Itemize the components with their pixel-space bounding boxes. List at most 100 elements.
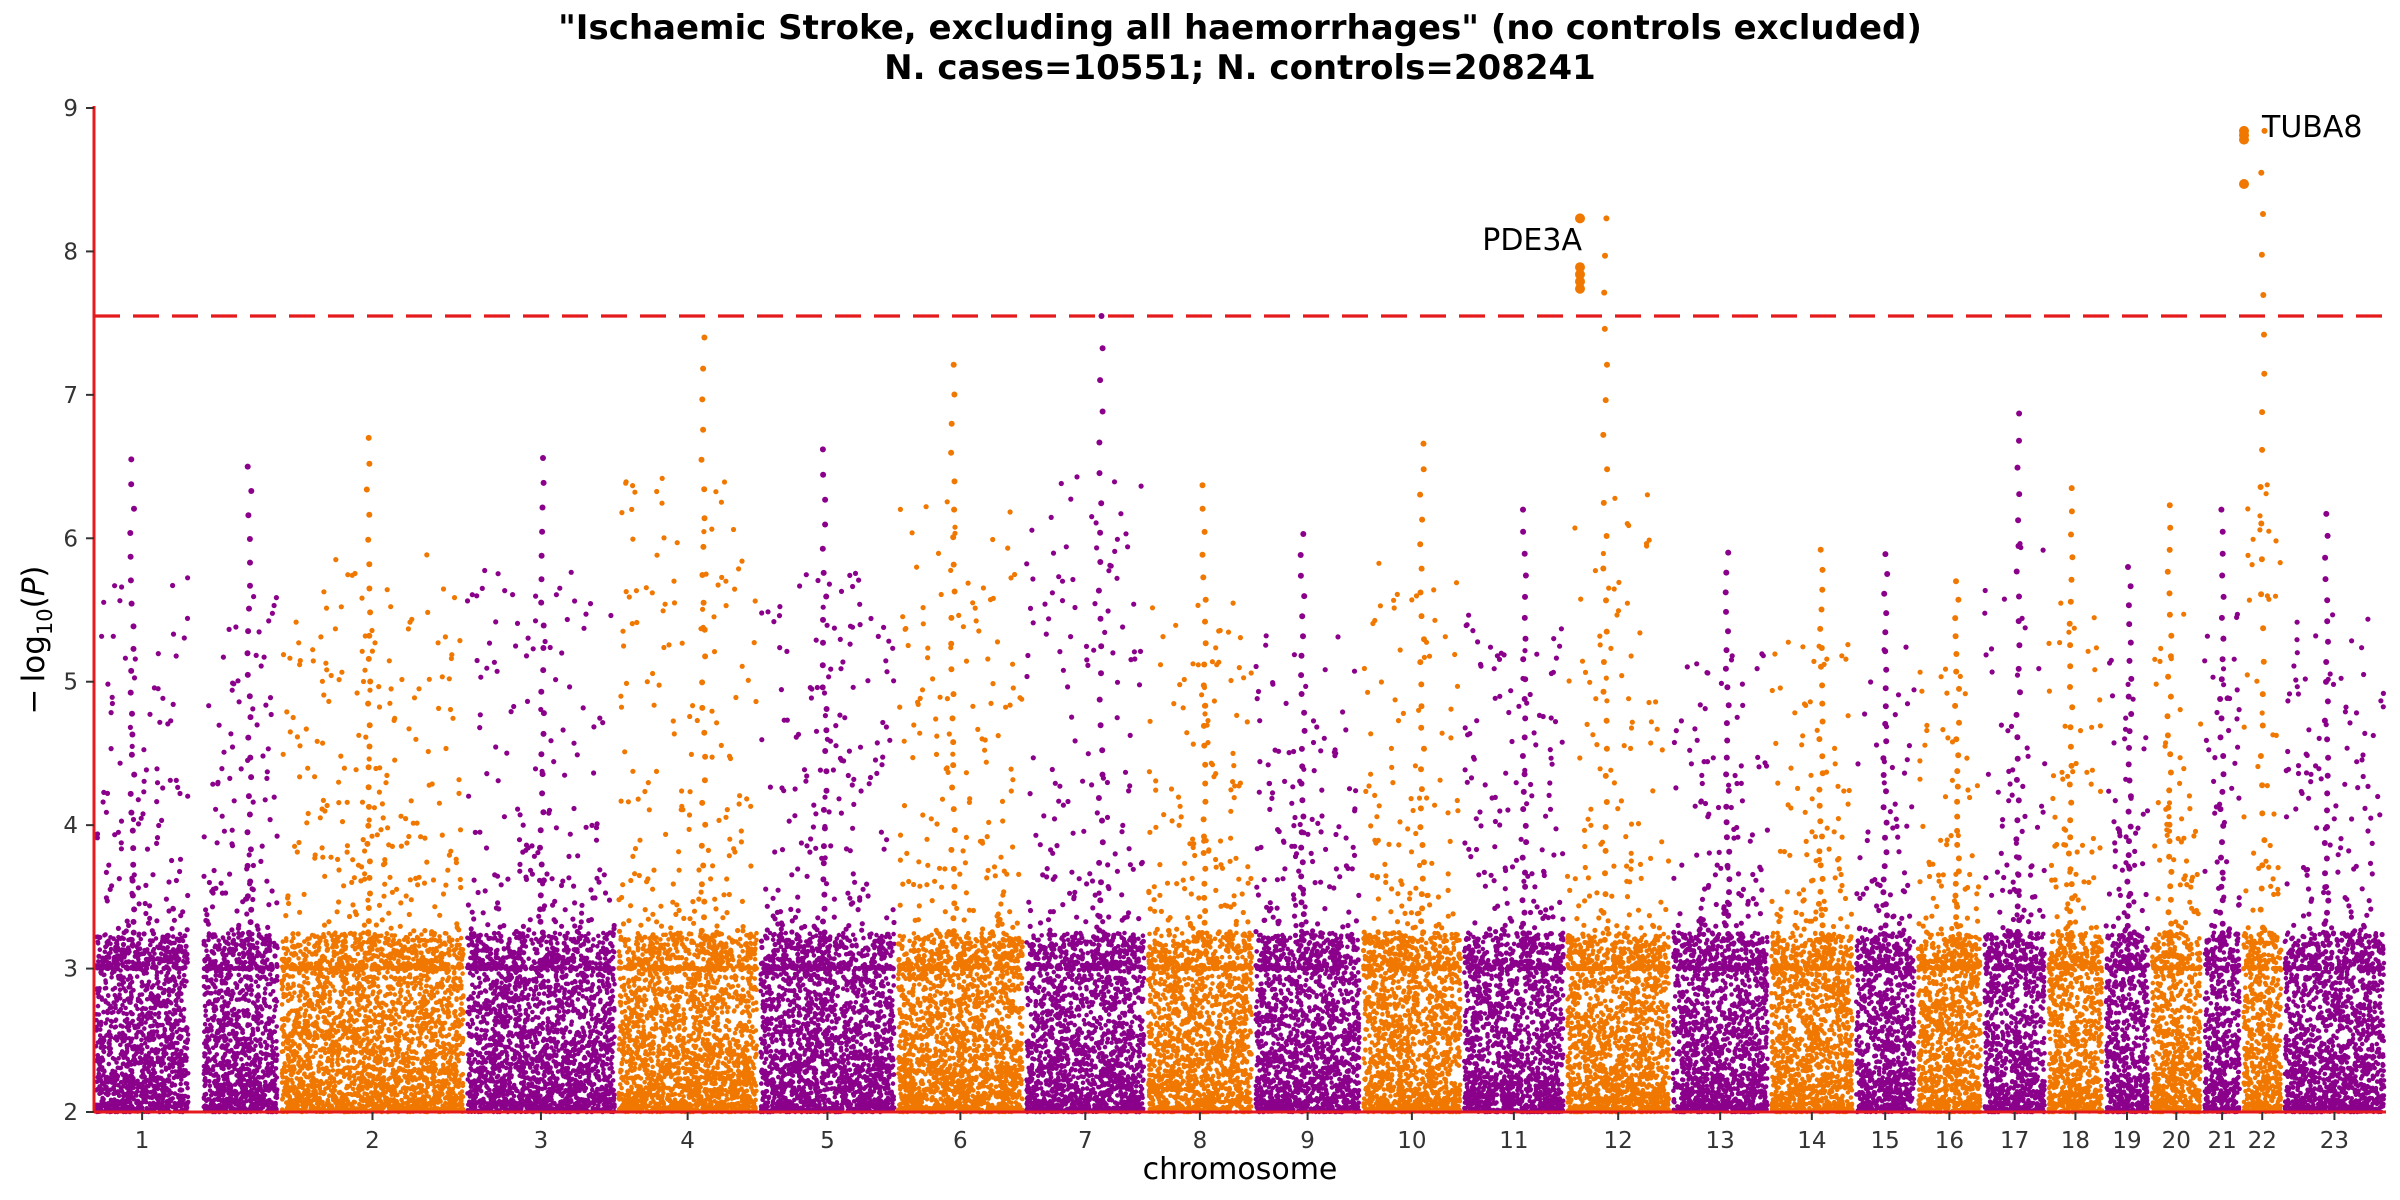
snp-point: [1424, 795, 1430, 801]
snp-point: [1298, 873, 1305, 880]
snp-point: [1601, 289, 1608, 296]
snp-point: [210, 890, 216, 896]
snp-point: [336, 677, 342, 683]
snp-point: [562, 907, 568, 913]
snp-point: [1256, 937, 1262, 943]
snp-point: [867, 774, 874, 781]
snp-point: [2088, 966, 2094, 972]
snp-point: [960, 624, 967, 630]
snp-point: [1962, 961, 1968, 968]
snp-point: [915, 917, 922, 923]
snp-point: [1725, 912, 1732, 919]
snp-point: [823, 593, 830, 600]
snp-point: [2166, 800, 2173, 806]
snp-point: [1462, 960, 1468, 966]
snp-point: [258, 858, 264, 865]
snp-point: [1954, 813, 1961, 820]
snp-point: [825, 965, 831, 972]
snp-point: [1437, 934, 1443, 940]
snp-point: [1473, 816, 1479, 822]
snp-point: [1258, 966, 1264, 972]
snp-point: [1007, 509, 1013, 515]
snp-point: [2007, 964, 2013, 971]
snp-point: [1219, 941, 1225, 947]
snp-point: [1638, 925, 1644, 931]
snp-point: [1754, 965, 1760, 971]
snp-point: [2152, 843, 2158, 849]
snp-point: [1604, 361, 1610, 368]
snp-point: [1865, 829, 1871, 835]
snp-point: [1099, 345, 1106, 352]
snp-point: [1253, 963, 1259, 969]
snp-point: [1769, 898, 1775, 905]
snp-point: [1547, 780, 1553, 786]
snp-point: [590, 965, 596, 971]
snp-point: [1948, 833, 1954, 839]
snp-point: [1800, 733, 1806, 739]
snp-point: [1062, 955, 1069, 962]
snp-point: [425, 609, 431, 616]
snp-point: [250, 896, 256, 903]
snp-point: [654, 552, 660, 558]
snp-point: [928, 816, 934, 822]
snp-point: [742, 965, 748, 971]
snp-point: [1487, 926, 1493, 932]
snp-point: [1949, 942, 1956, 948]
chromosome-points: [1253, 531, 1362, 1115]
snp-point: [980, 926, 986, 932]
snp-point: [831, 625, 838, 631]
snp-point: [1448, 735, 1454, 741]
snp-point: [852, 879, 858, 885]
snp-point: [1938, 674, 1944, 680]
chromosome-dense-band: [1854, 930, 1917, 1115]
snp-point: [1391, 597, 1397, 603]
snp-point: [2062, 723, 2068, 729]
snp-point: [229, 744, 236, 750]
snp-point: [1576, 903, 1582, 909]
snp-point: [1492, 818, 1498, 825]
snp-point: [1263, 633, 1269, 639]
snp-point: [511, 964, 517, 970]
snp-point: [1749, 960, 1755, 966]
snp-point: [903, 625, 909, 632]
snp-point: [1418, 681, 1425, 688]
snp-point: [593, 837, 600, 843]
snp-point: [342, 933, 349, 939]
snp-point: [699, 966, 705, 972]
snp-point: [850, 684, 856, 690]
snp-point: [438, 961, 444, 967]
snp-point: [934, 821, 940, 827]
snp-point: [1597, 633, 1603, 639]
snp-point: [1735, 871, 1742, 877]
snp-point: [350, 902, 356, 908]
snp-point: [297, 774, 303, 780]
snp-point: [606, 958, 612, 964]
snp-point: [1862, 926, 1868, 933]
snp-point: [2020, 783, 2026, 790]
snp-point: [460, 947, 466, 953]
snp-point: [1880, 772, 1887, 778]
snp-point: [1298, 936, 1305, 943]
snp-point: [901, 738, 907, 744]
snp-point: [838, 810, 845, 816]
snp-point: [544, 952, 550, 958]
snp-point: [698, 881, 705, 888]
snp-point: [2028, 912, 2034, 918]
snp-point: [2128, 711, 2135, 717]
snp-point: [951, 900, 958, 907]
snp-point: [2040, 913, 2046, 919]
snp-point: [409, 950, 415, 956]
chromosome-points: [2103, 564, 2151, 1115]
snp-point: [864, 881, 870, 887]
snp-point: [596, 879, 602, 885]
snp-point: [1492, 794, 1498, 801]
snp-point: [1819, 922, 1826, 929]
snp-point: [2191, 833, 2197, 839]
snp-point: [1037, 842, 1043, 848]
snp-point: [411, 945, 417, 952]
snp-point: [290, 966, 296, 972]
snp-point: [1793, 951, 1800, 957]
snp-point: [1300, 911, 1307, 918]
snp-point: [1611, 780, 1617, 786]
snp-point: [280, 966, 286, 972]
